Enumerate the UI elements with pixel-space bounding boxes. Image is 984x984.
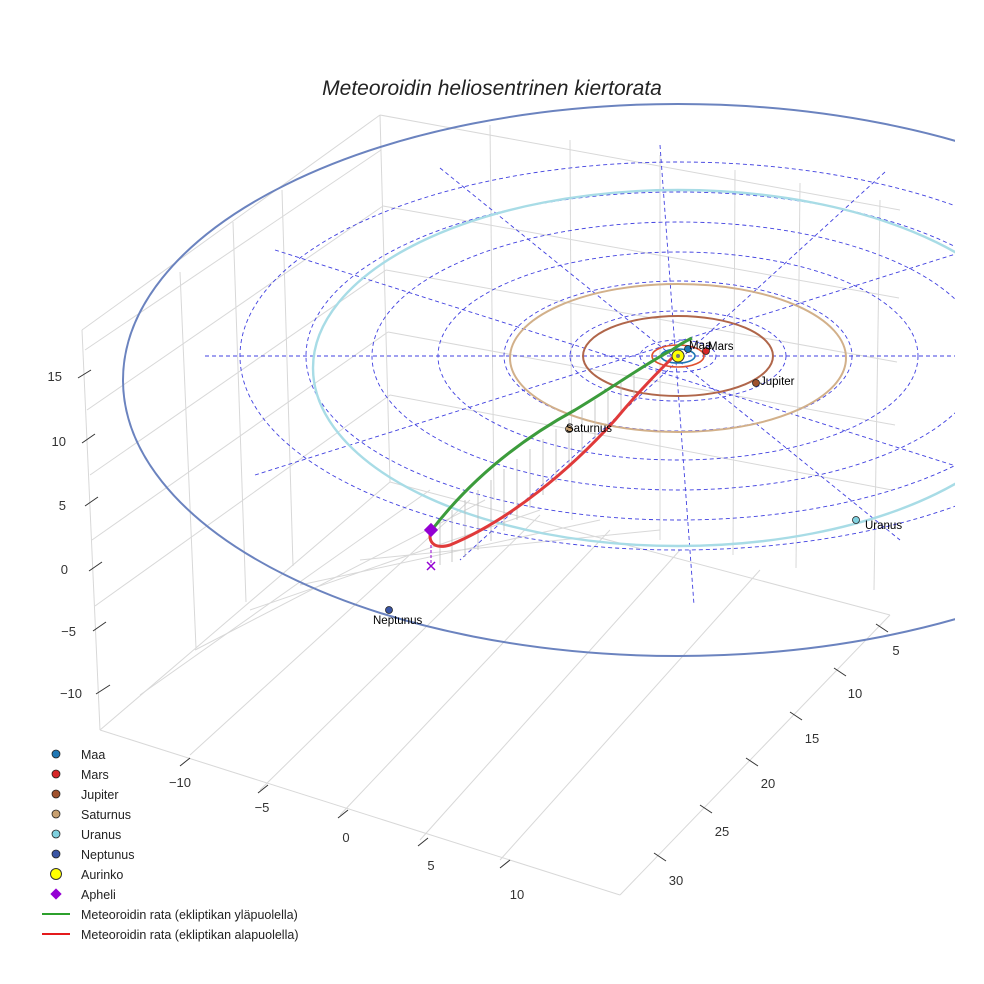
legend-item-orbit-above[interactable]: Meteoroidin rata (ekliptikan yläpuolella… (42, 908, 298, 922)
planet-saturnus-marker (565, 425, 573, 433)
axis-tick-marks (77, 369, 889, 869)
svg-text:Saturnus: Saturnus (81, 808, 131, 822)
axis-box-grid (81, 114, 901, 896)
legend-item-jupiter[interactable]: Jupiter (51, 788, 119, 802)
aphelion-projection-marker (426, 561, 436, 571)
svg-text:Aurinko: Aurinko (81, 868, 123, 882)
svg-text:Mars: Mars (81, 768, 109, 782)
x-tick-label: −5 (255, 800, 270, 815)
svg-text:Jupiter: Jupiter (81, 788, 119, 802)
orbit-neptunus (122, 103, 955, 657)
chart-title: Meteoroidin heliosentrinen kiertorata (322, 77, 662, 100)
svg-text:Meteoroidin rata (ekliptikan y: Meteoroidin rata (ekliptikan yläpuolella… (81, 908, 298, 922)
x-tick-label: 0 (342, 830, 349, 845)
z-tick-label: 15 (48, 369, 62, 384)
meteoroid-orbit-below-ecliptic (428, 352, 678, 548)
svg-text:Apheli: Apheli (81, 888, 116, 902)
svg-text:Neptunus: Neptunus (81, 848, 135, 862)
planet-uranus-marker (852, 516, 860, 524)
svg-text:Meteoroidin rata (ekliptikan a: Meteoroidin rata (ekliptikan alapuolella… (81, 928, 298, 942)
x-tick-label: 5 (427, 858, 434, 873)
y-tick-label: 5 (892, 643, 899, 658)
legend-item-orbit-below[interactable]: Meteoroidin rata (ekliptikan alapuolella… (42, 928, 298, 942)
planet-label-maa: Maa (689, 340, 712, 352)
x-tick-label: −10 (169, 775, 191, 790)
legend-item-neptunus[interactable]: Neptunus (51, 848, 135, 862)
planet-label-saturnus: Saturnus (566, 423, 612, 435)
planet-label-mars: Mars (708, 341, 734, 353)
planet-orbits (122, 103, 955, 657)
planet-maa-marker (684, 345, 692, 353)
planet-mars-marker (702, 347, 710, 355)
z-tick-label: 10 (52, 434, 66, 449)
z-tick-label: −10 (60, 686, 82, 701)
legend-item-aurinko[interactable]: Aurinko (50, 868, 124, 882)
orbit-jupiter (582, 315, 774, 397)
y-tick-label: 25 (715, 824, 729, 839)
legend-item-apheli[interactable]: Apheli (50, 888, 116, 902)
planet-neptunus-marker (385, 606, 393, 614)
y-tick-label: 15 (805, 731, 819, 746)
svg-text:Maa: Maa (81, 748, 105, 762)
z-tick-label: 5 (59, 498, 66, 513)
y-tick-label: 30 (669, 873, 683, 888)
meteoroid-orbit-above-ecliptic (429, 336, 693, 532)
aphelion-marker (423, 522, 439, 538)
sun-marker (671, 349, 685, 363)
x-tick-label: 10 (510, 887, 524, 902)
legend-item-uranus[interactable]: Uranus (51, 828, 121, 842)
orbit-uranus (311, 188, 955, 548)
legend-item-mars[interactable]: Mars (51, 768, 109, 782)
z-tick-label: −5 (61, 624, 76, 639)
planet-label-uranus: Uranus (865, 520, 902, 532)
y-tick-label: 20 (761, 776, 775, 791)
svg-text:Uranus: Uranus (81, 828, 121, 842)
orbit-saturnus (509, 283, 847, 433)
legend: Maa Mars Jupiter Saturnus Uranus Neptunu… (42, 748, 298, 942)
planet-label-neptunus: Neptunus (373, 615, 422, 627)
planet-label-jupiter: Jupiter (760, 376, 795, 388)
y-tick-label: 10 (848, 686, 862, 701)
legend-item-maa[interactable]: Maa (51, 748, 105, 762)
legend-item-saturnus[interactable]: Saturnus (51, 808, 131, 822)
z-tick-label: 0 (61, 562, 68, 577)
planet-jupiter-marker (752, 379, 760, 387)
